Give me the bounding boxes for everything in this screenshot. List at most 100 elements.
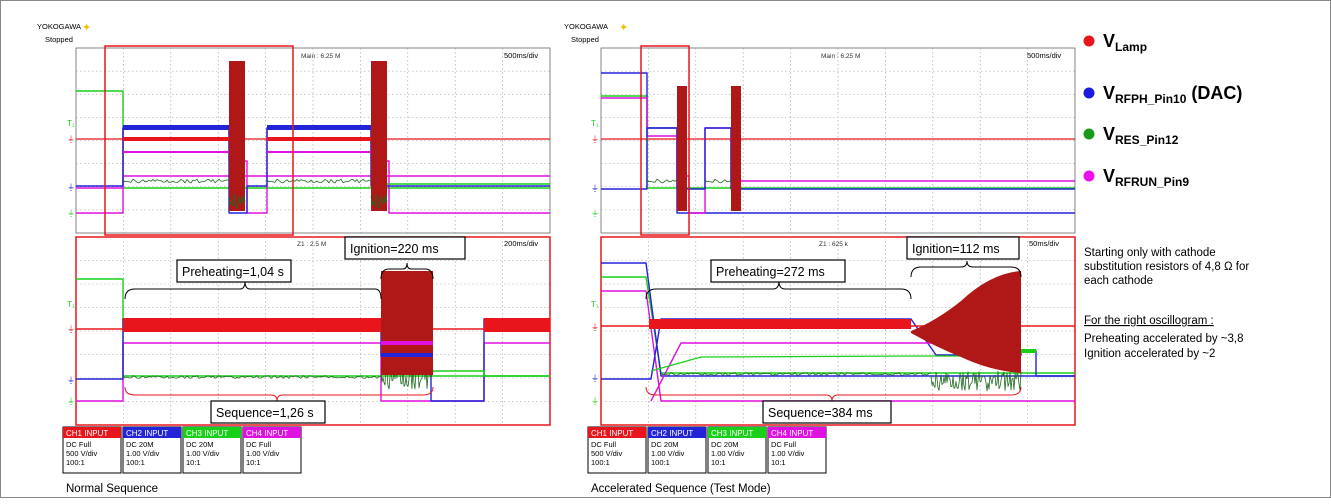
trace-vrfph-band [267, 125, 371, 130]
right-status: Stopped [571, 35, 599, 44]
note-line-3: each cathode [1084, 275, 1153, 287]
right-ch2-header: CH2 INPUT [651, 429, 693, 438]
left-preheating-label: Preheating=1,04 s [182, 265, 284, 279]
legend-marker-vrfph [1084, 88, 1095, 99]
right-oscilloscope: YOKOGAWA ✦ Stopped Main : 6.25 M 500ms/d… [564, 22, 1075, 495]
right-ch3-line2: 1.00 V/div [711, 449, 745, 458]
legend-item-vrfph: VRFPH_Pin10 (DAC) [1084, 83, 1243, 106]
trace-vres-step [1021, 349, 1036, 353]
left-zoom-readout: Z1 : 2.5 M [297, 241, 326, 248]
trace-vres-noise [705, 179, 731, 183]
left-ch1-line3: 100:1 [66, 458, 85, 467]
right-ch4-line1: DC Full [771, 440, 796, 449]
trace-vrfrun-band [381, 341, 433, 345]
left-oscilloscope: YOKOGAWA ✦ Stopped Main : 6.25 M 500ms/d… [37, 22, 550, 495]
right-ch2-line2: 1.00 V/div [651, 449, 685, 458]
trace-vlamp-band [123, 318, 381, 332]
trace-vres-noise [267, 179, 371, 183]
note-heading: For the right oscillogram : [1084, 315, 1214, 327]
right-zoom-trigger-marker: T₁ [591, 300, 599, 309]
trace-vlamp-burst [229, 61, 245, 211]
notes: Starting only with cathode substitution … [1084, 247, 1249, 360]
left-main-ch3-marker: ⏚ [67, 209, 75, 218]
right-zoom-ch1-marker: ⏚ [591, 323, 599, 332]
right-main-ch3-marker: ⏚ [591, 209, 599, 218]
right-ignition-label: Ignition=112 ms [912, 242, 1000, 256]
trace-vrfph-band [381, 353, 433, 357]
right-ch3-line3: 10:1 [711, 458, 726, 467]
right-zoom-timebase: 50ms/div [1029, 239, 1059, 248]
trace-vlamp-band [484, 318, 550, 332]
right-ch3-line1: DC 20M [711, 440, 739, 449]
left-sequence-label: Sequence=1,26 s [216, 406, 314, 420]
right-brand-star-icon: ✦ [619, 22, 628, 34]
right-main-ch1-marker: ⏚ [591, 135, 599, 144]
left-ignition-label: Ignition=220 ms [350, 242, 439, 256]
left-ch3-line1: DC 20M [186, 440, 214, 449]
right-sequence-label: Sequence=384 ms [768, 406, 873, 420]
left-ch3-line2: 1.00 V/div [186, 449, 220, 458]
right-brand: YOKOGAWA [564, 22, 608, 31]
left-ch2-line3: 100:1 [126, 458, 145, 467]
right-ch2-line1: DC 20M [651, 440, 679, 449]
right-main-timebase: 500ms/div [1027, 51, 1061, 60]
left-ch4-line3: 10:1 [246, 458, 261, 467]
note-line-5: Ignition accelerated by ~2 [1084, 348, 1215, 360]
legend-label-vlamp: VLamp [1103, 31, 1147, 54]
right-main-ch2-marker: ⏚ [591, 184, 599, 193]
right-preheating-label: Preheating=272 ms [716, 265, 825, 279]
left-ch4-line2: 1.00 V/div [246, 449, 280, 458]
left-channel-settings: CH1 INPUTDC Full500 V/div100:1CH2 INPUTD… [63, 427, 301, 473]
legend-marker-vres [1084, 129, 1095, 140]
left-main-readout: Main : 6.25 M [301, 53, 340, 60]
left-main-trigger-marker: T₁ [67, 119, 75, 128]
note-line-1: Starting only with cathode [1084, 247, 1216, 259]
right-ch2-line3: 100:1 [651, 458, 670, 467]
note-line-4: Preheating accelerated by ~3,8 [1084, 333, 1244, 345]
left-ch2-line1: DC 20M [126, 440, 154, 449]
left-brand: YOKOGAWA [37, 22, 81, 31]
trace-vrfrun-band [267, 151, 371, 153]
right-zoom-ch3-marker: ⏚ [591, 397, 599, 406]
left-main-timebase: 500ms/div [504, 51, 538, 60]
legend-label-vrfph: VRFPH_Pin10 (DAC) [1103, 83, 1242, 106]
trace-vrfrun-band [123, 151, 229, 153]
left-ch4-line1: DC Full [246, 440, 271, 449]
right-main-readout: Main : 6.25 M [821, 53, 860, 60]
right-main-grid [601, 48, 1075, 233]
trace-vlamp-burst [677, 86, 687, 211]
trace-vrfph-band [123, 125, 229, 130]
legend-item-vlamp: VLamp [1084, 31, 1148, 54]
left-ch3-header: CH3 INPUT [186, 429, 228, 438]
left-ch4-header: CH4 INPUT [246, 429, 288, 438]
trace-vlamp-burst [371, 61, 387, 211]
right-zoom-ch2-marker: ⏚ [591, 374, 599, 383]
legend-label-vrfrun: VRFRUN_Pin9 [1103, 166, 1189, 189]
trace-vres-noise [647, 179, 677, 183]
right-main-trigger-marker: T₁ [591, 119, 599, 128]
left-zoom-ch3-marker: ⏚ [67, 397, 75, 406]
left-zoom-timebase: 200ms/div [504, 239, 538, 248]
trace-vlamp-band [649, 319, 911, 329]
right-ch4-line2: 1.00 V/div [771, 449, 805, 458]
left-ch2-header: CH2 INPUT [126, 429, 168, 438]
left-caption: Normal Sequence [66, 483, 158, 495]
right-main-traces: T₁ ⏚ ⏚ ⏚ [591, 73, 1075, 218]
left-main-traces: T₁ ⏚ ⏚ ⏚ [67, 61, 550, 218]
trace-vres-noise [123, 179, 229, 183]
legend-label-vres: VRES_Pin12 [1103, 124, 1179, 147]
left-zoom-ch2-marker: ⏚ [67, 376, 75, 385]
legend-item-vres: VRES_Pin12 [1084, 124, 1179, 147]
legend-item-vrfrun: VRFRUN_Pin9 [1084, 166, 1190, 189]
left-ch1-line1: DC Full [66, 440, 91, 449]
trace-vlamp-burst [731, 86, 741, 211]
left-main-ch1-marker: ⏚ [67, 135, 75, 144]
trace-vrfrun [601, 98, 1075, 213]
right-ch1-header: CH1 INPUT [591, 429, 633, 438]
left-status: Stopped [45, 35, 73, 44]
left-main-ch2-marker: ⏚ [67, 183, 75, 192]
right-caption: Accelerated Sequence (Test Mode) [591, 483, 771, 495]
right-channel-settings: CH1 INPUTDC Full500 V/div100:1CH2 INPUTD… [588, 427, 826, 473]
